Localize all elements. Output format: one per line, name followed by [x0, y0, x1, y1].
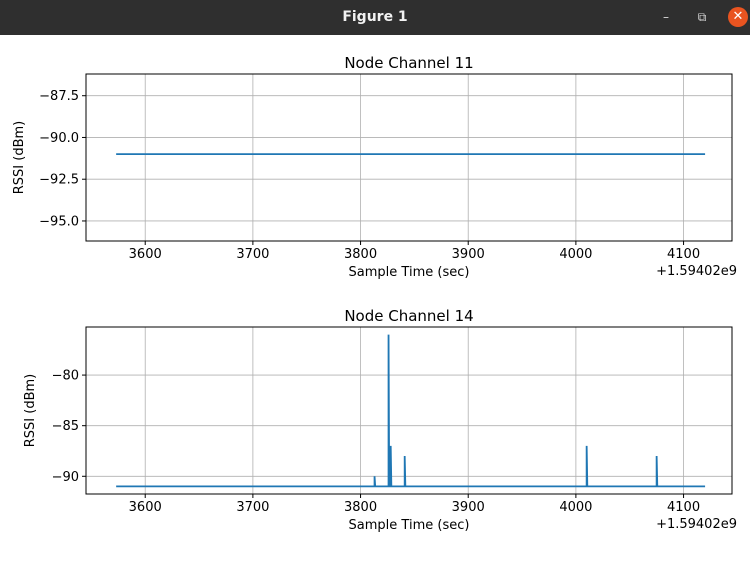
maximize-icon[interactable]: ⧉ — [697, 10, 707, 24]
x-tick-label: 3800 — [344, 500, 377, 515]
y-tick-label: −85 — [52, 419, 79, 434]
y-tick-label: −95.0 — [39, 214, 79, 229]
x-tick-label: 3700 — [236, 500, 269, 515]
y-tick-label: −87.5 — [39, 89, 79, 104]
y-tick-label: −80 — [52, 369, 79, 384]
y-axis-label: RSSI (dBm) — [12, 121, 27, 194]
window-title: Figure 1 — [342, 9, 408, 25]
axes-frame — [85, 326, 733, 495]
x-tick-label: 3600 — [129, 247, 162, 262]
subplot-title: Node Channel 11 — [344, 54, 473, 72]
y-axis-label: RSSI (dBm) — [23, 374, 38, 447]
axes-frame — [85, 73, 733, 242]
subplot-2: 3600 3700 3800 3900 4000 4100 −80 −85 −90 +1.5940… — [23, 307, 737, 533]
figure-svg: 3600 3700 3800 3900 4000 4100 −87.5 −90.0 −92.5 −… — [12, 54, 737, 533]
x-offset-label: +1.59402e9 — [656, 264, 737, 279]
close-icon[interactable]: ✕ — [728, 7, 748, 27]
series-line — [116, 334, 706, 488]
x-tick-label: 3600 — [129, 500, 162, 515]
x-offset-label: +1.59402e9 — [656, 517, 737, 532]
subplot-title: Node Channel 14 — [344, 307, 473, 325]
figure-canvas: 3600 3700 3800 3900 4000 4100 −87.5 −90.0 −92.5 −… — [0, 35, 750, 560]
subplot-1: 3600 3700 3800 3900 4000 4100 −87.5 −90.0 −92.5 −… — [12, 54, 737, 280]
x-tick-label: 3900 — [452, 247, 485, 262]
x-tick-label: 3800 — [344, 247, 377, 262]
y-tick-label: −90 — [52, 470, 79, 485]
x-tick-label: 4000 — [559, 500, 592, 515]
x-tick-label: 3900 — [452, 500, 485, 515]
x-tick-label: 4000 — [559, 247, 592, 262]
y-tick-label: −92.5 — [39, 173, 79, 188]
minimize-icon[interactable]: – — [663, 10, 669, 24]
window-titlebar: Figure 1 – ⧉ ✕ — [0, 0, 750, 35]
x-tick-label: 4100 — [667, 500, 700, 515]
y-tick-label: −90.0 — [39, 131, 79, 146]
x-tick-label: 3700 — [236, 247, 269, 262]
x-tick-label: 4100 — [667, 247, 700, 262]
x-axis-label: Sample Time (sec) — [349, 265, 470, 280]
x-axis-label: Sample Time (sec) — [349, 518, 470, 533]
